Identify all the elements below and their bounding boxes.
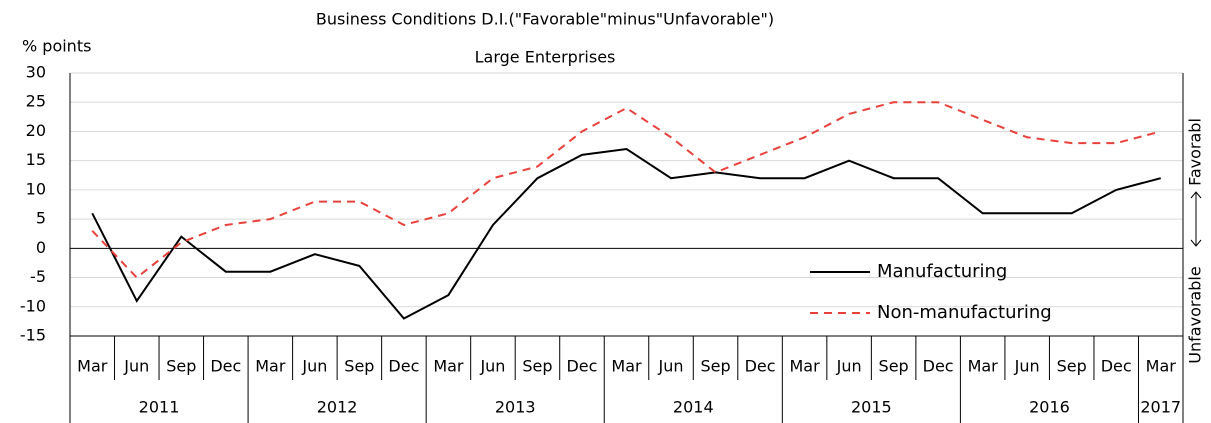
y-tick-label: 10	[26, 179, 46, 198]
favorable-label: Favorabl	[1186, 118, 1205, 186]
y-tick-label: -5	[30, 267, 46, 286]
x-tick-label: Sep	[700, 357, 730, 376]
series-line	[91, 101, 1161, 279]
x-tick-label: Jun	[479, 357, 505, 376]
chart-subtitle: Large Enterprises	[475, 48, 616, 67]
y-tick-label: 20	[26, 121, 46, 140]
x-tick-label: Sep	[166, 357, 196, 376]
year-label: 2014	[673, 398, 714, 417]
x-tick-label: Dec	[210, 357, 241, 376]
chart-title: Business Conditions D.I.("Favorable"minu…	[316, 10, 774, 29]
y-tick-label: 30	[26, 63, 46, 82]
x-tick-label: Mar	[1146, 357, 1177, 376]
y-tick-label: 5	[36, 209, 46, 228]
legend-label: Non-manufacturing	[877, 302, 1052, 323]
series-line	[91, 147, 1161, 320]
x-tick-label: Mar	[433, 357, 464, 376]
year-label: 2013	[495, 398, 536, 417]
x-tick-label: Dec	[1101, 357, 1132, 376]
y-tick-label: -15	[20, 326, 46, 345]
year-label: 2015	[851, 398, 892, 417]
x-tick-label: Mar	[789, 357, 820, 376]
x-tick-label: Sep	[522, 357, 552, 376]
x-tick-label: Jun	[301, 357, 327, 376]
legend-label: Manufacturing	[877, 261, 1007, 282]
x-tick-label: Sep	[344, 357, 374, 376]
x-tick-label: Sep	[879, 357, 909, 376]
y-tick-label: 15	[26, 150, 46, 169]
x-tick-label: Jun	[123, 357, 149, 376]
year-label: 2012	[317, 398, 358, 417]
x-tick-label: Mar	[611, 357, 642, 376]
year-label: 2016	[1029, 398, 1070, 417]
x-tick-label: Jun	[1014, 357, 1040, 376]
x-tick-label: Sep	[1057, 357, 1087, 376]
year-label: 2017	[1140, 398, 1181, 417]
x-tick-label: Dec	[566, 357, 597, 376]
y-tick-label: 0	[36, 238, 46, 257]
x-tick-label: Jun	[658, 357, 684, 376]
year-label: 2011	[139, 398, 180, 417]
x-tick-label: Dec	[745, 357, 776, 376]
unfavorable-label: Unfavorable	[1186, 266, 1205, 363]
direction-arrow	[1190, 191, 1202, 247]
y-tick-label: -10	[20, 296, 46, 315]
x-tick-label: Mar	[968, 357, 999, 376]
y-tick-label: 25	[26, 92, 46, 111]
x-tick-label: Dec	[388, 357, 419, 376]
y-axis-label: % points	[22, 37, 91, 56]
x-tick-label: Mar	[255, 357, 286, 376]
x-tick-label: Dec	[923, 357, 954, 376]
x-tick-label: Jun	[836, 357, 862, 376]
x-tick-label: Mar	[77, 357, 108, 376]
